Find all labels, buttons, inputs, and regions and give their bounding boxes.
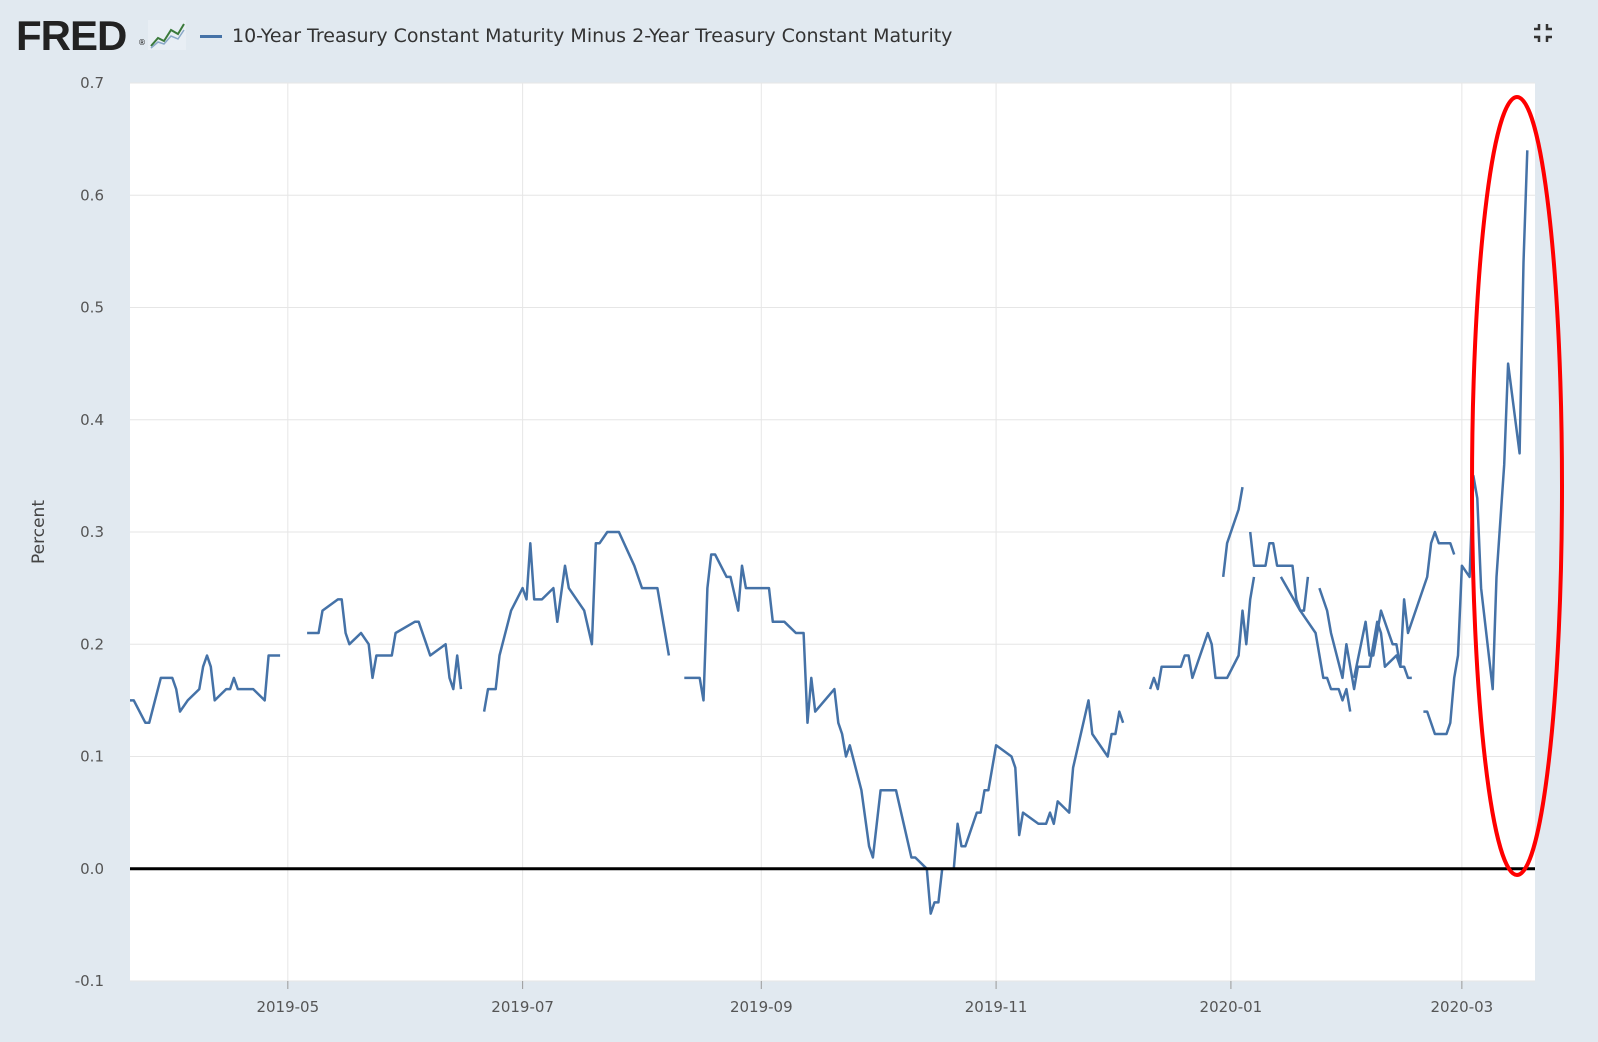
- y-tick-label: 0.7: [80, 74, 104, 92]
- legend-swatch: [200, 34, 222, 38]
- series-line-segment: [952, 699, 1125, 869]
- chart-header: FRED ® 10-Year Treasury Constant Maturit…: [0, 0, 1598, 72]
- fred-logo[interactable]: FRED: [16, 12, 127, 59]
- logo-registered-mark: ®: [138, 38, 146, 47]
- y-tick-label: 0.5: [80, 299, 104, 317]
- series-line-segment: [307, 598, 463, 691]
- x-tick-label: 2019-11: [965, 998, 1028, 1016]
- series-line-segment: [130, 654, 281, 725]
- collapse-icon[interactable]: [1528, 18, 1558, 48]
- x-tick-label: 2019-09: [730, 998, 793, 1016]
- x-tick-label: 2019-05: [256, 998, 319, 1016]
- fred-chart-icon: [148, 20, 186, 50]
- highlight-ellipse: [1470, 95, 1564, 877]
- series-line-segment: [1221, 486, 1244, 578]
- series-line-segment: [482, 530, 671, 712]
- series-line-segment: [684, 553, 944, 915]
- series-line-segment: [1318, 587, 1412, 691]
- legend-label: 10-Year Treasury Constant Maturity Minus…: [232, 25, 953, 47]
- x-tick-label: 2019-07: [491, 998, 554, 1016]
- y-tick-label: 0.6: [80, 186, 104, 204]
- series-group: [130, 150, 1529, 915]
- y-tick-label: 0.0: [80, 860, 104, 878]
- y-tick-label: 0.2: [80, 635, 104, 653]
- x-tick-label: 2020-03: [1431, 998, 1494, 1016]
- series-line-segment: [1279, 576, 1352, 712]
- y-tick-label: -0.1: [75, 972, 104, 990]
- x-tick-label: 2020-01: [1200, 998, 1263, 1016]
- series-line-segment: [1248, 531, 1310, 612]
- y-tick-label: 0.4: [80, 411, 104, 429]
- y-axis-label: Percent: [29, 500, 49, 564]
- y-tick-label: 0.1: [80, 748, 104, 766]
- y-tick-label: 0.3: [80, 523, 104, 541]
- series-line-segment: [1148, 576, 1256, 691]
- series-legend[interactable]: 10-Year Treasury Constant Maturity Minus…: [200, 20, 952, 52]
- x-axis: 2019-05 2019-07 2019-09 2019-11 2020-01 2020-…: [256, 981, 1493, 1016]
- y-axis: 0.7 0.6 0.5 0.4 0.3 0.2 0.1 0.0 -0.1: [75, 74, 104, 990]
